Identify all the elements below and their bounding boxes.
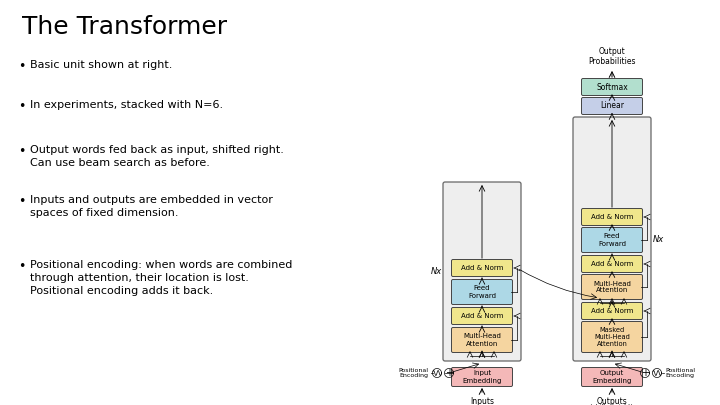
- Text: Add & Norm: Add & Norm: [461, 265, 503, 271]
- Text: Outputs: Outputs: [597, 397, 627, 405]
- Text: Softmax: Softmax: [596, 83, 628, 92]
- Text: Output words fed back as input, shifted right.
Can use beam search as before.: Output words fed back as input, shifted …: [30, 145, 284, 168]
- Text: Nx: Nx: [431, 267, 442, 276]
- Text: Add & Norm: Add & Norm: [591, 261, 633, 267]
- Text: Positional
Encoding: Positional Encoding: [665, 368, 696, 378]
- Text: Masked
Multi-Head
Attention: Masked Multi-Head Attention: [594, 327, 630, 347]
- Text: Output
Probabilities: Output Probabilities: [588, 47, 636, 66]
- Text: Positional encoding: when words are combined
through attention, their location i: Positional encoding: when words are comb…: [30, 260, 292, 296]
- Text: •: •: [18, 145, 25, 158]
- FancyBboxPatch shape: [582, 209, 642, 226]
- Text: •: •: [18, 260, 25, 273]
- Text: Linear: Linear: [600, 102, 624, 111]
- Text: The Transformer: The Transformer: [22, 15, 227, 39]
- Text: +: +: [445, 368, 453, 378]
- Text: Nx: Nx: [653, 234, 665, 243]
- Text: Input
Embedding: Input Embedding: [462, 371, 502, 384]
- Text: Add & Norm: Add & Norm: [461, 313, 503, 319]
- FancyBboxPatch shape: [451, 328, 513, 352]
- FancyBboxPatch shape: [582, 98, 642, 115]
- Text: Multi-Head
Attention: Multi-Head Attention: [463, 333, 501, 347]
- FancyBboxPatch shape: [582, 367, 642, 386]
- FancyBboxPatch shape: [451, 367, 513, 386]
- Text: Feed
Forward: Feed Forward: [468, 286, 496, 298]
- Text: Positional
Encoding: Positional Encoding: [398, 368, 428, 378]
- FancyBboxPatch shape: [443, 182, 521, 361]
- Text: +: +: [641, 368, 649, 378]
- Text: Feed
Forward: Feed Forward: [598, 234, 626, 247]
- Text: Inputs and outputs are embedded in vector
spaces of fixed dimension.: Inputs and outputs are embedded in vecto…: [30, 195, 273, 218]
- FancyBboxPatch shape: [451, 279, 513, 305]
- FancyBboxPatch shape: [582, 79, 642, 96]
- Text: Inputs: Inputs: [470, 397, 494, 405]
- FancyBboxPatch shape: [573, 117, 651, 361]
- Text: Output
Embedding: Output Embedding: [593, 371, 631, 384]
- Text: In experiments, stacked with N=6.: In experiments, stacked with N=6.: [30, 100, 223, 110]
- Text: Add & Norm: Add & Norm: [591, 308, 633, 314]
- FancyBboxPatch shape: [451, 307, 513, 324]
- FancyBboxPatch shape: [582, 303, 642, 320]
- FancyBboxPatch shape: [582, 322, 642, 352]
- Text: •: •: [18, 195, 25, 208]
- Text: Multi-Head
Attention: Multi-Head Attention: [593, 281, 631, 294]
- FancyBboxPatch shape: [582, 228, 642, 252]
- Text: •: •: [18, 100, 25, 113]
- FancyBboxPatch shape: [582, 275, 642, 300]
- Text: Basic unit shown at right.: Basic unit shown at right.: [30, 60, 172, 70]
- Text: •: •: [18, 60, 25, 73]
- Text: (shifted right): (shifted right): [590, 404, 634, 405]
- FancyBboxPatch shape: [582, 256, 642, 273]
- Text: Add & Norm: Add & Norm: [591, 214, 633, 220]
- FancyBboxPatch shape: [451, 260, 513, 277]
